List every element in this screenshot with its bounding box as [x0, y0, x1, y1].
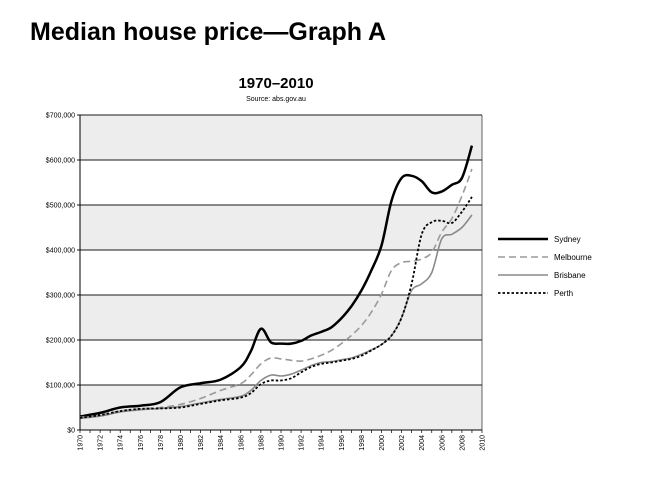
x-tick-label: 1970 [78, 435, 85, 451]
grid-band [80, 385, 482, 430]
y-axis: $0 $100,000 $200,000 $300,000 $400,000 $500,0… [46, 113, 483, 435]
series-line-melbourne [79, 168, 473, 419]
x-tick-label: 1972 [98, 435, 105, 451]
chart-subtitle: Source: abs.gov.au [246, 96, 306, 103]
x-tick-label: 2002 [399, 435, 406, 451]
x-tick-label: 2010 [480, 435, 487, 451]
y-tick-label: $0 [67, 428, 75, 435]
grid-band [80, 205, 482, 250]
series-line-sydney [79, 145, 474, 418]
x-tick-label: 1982 [198, 435, 205, 451]
chart-title: 1970–2010 [238, 75, 313, 92]
x-tick-label: 1996 [339, 435, 346, 451]
y-tick-label: $500,000 [46, 203, 75, 210]
x-tick-label: 2004 [419, 435, 426, 451]
grid-band [80, 295, 482, 340]
series-lines [79, 145, 474, 420]
legend-label-perth: Perth [554, 289, 573, 298]
x-tick-label: 1998 [359, 435, 366, 451]
x-tick-label: 1976 [138, 435, 145, 451]
y-tick-label: $700,000 [46, 113, 75, 120]
legend-label-sydney: Sydney [554, 235, 581, 244]
x-tick-label: 1988 [258, 435, 265, 451]
x-tick-label: 1978 [158, 435, 165, 451]
plot-background [80, 115, 482, 430]
legend-label-melbourne: Melbourne [554, 253, 592, 262]
x-tick-label: 1990 [279, 435, 286, 451]
plot-area [80, 115, 482, 430]
series-line-perth [79, 196, 473, 419]
x-tick-label: 1974 [118, 435, 125, 451]
grid-band [80, 115, 482, 160]
x-tick-label: 1992 [299, 435, 306, 451]
x-tick-label: 1994 [319, 435, 326, 451]
x-tick-label: 2006 [439, 435, 446, 451]
y-tick-label: $200,000 [46, 338, 75, 345]
x-tick-label: 2000 [379, 435, 386, 451]
y-tick-label: $300,000 [46, 293, 75, 300]
legend-label-brisbane: Brisbane [554, 271, 586, 280]
x-tick-label: 1980 [178, 435, 185, 451]
x-tick-label: 2008 [459, 435, 466, 451]
y-tick-label: $600,000 [46, 158, 75, 165]
y-tick-label: $100,000 [46, 383, 75, 390]
x-tick-label: 1984 [218, 435, 225, 451]
x-axis: 1970 1972 1974 1976 1978 1980 1982 1984 1986 1988… [78, 429, 487, 451]
x-tick-label: 1986 [238, 435, 245, 451]
page-title: Median house price—Graph A [30, 18, 387, 46]
series-line-brisbane [79, 214, 473, 420]
y-tick-label: $400,000 [46, 248, 75, 255]
legend: Sydney Melbourne Brisbane Perth [498, 235, 592, 298]
